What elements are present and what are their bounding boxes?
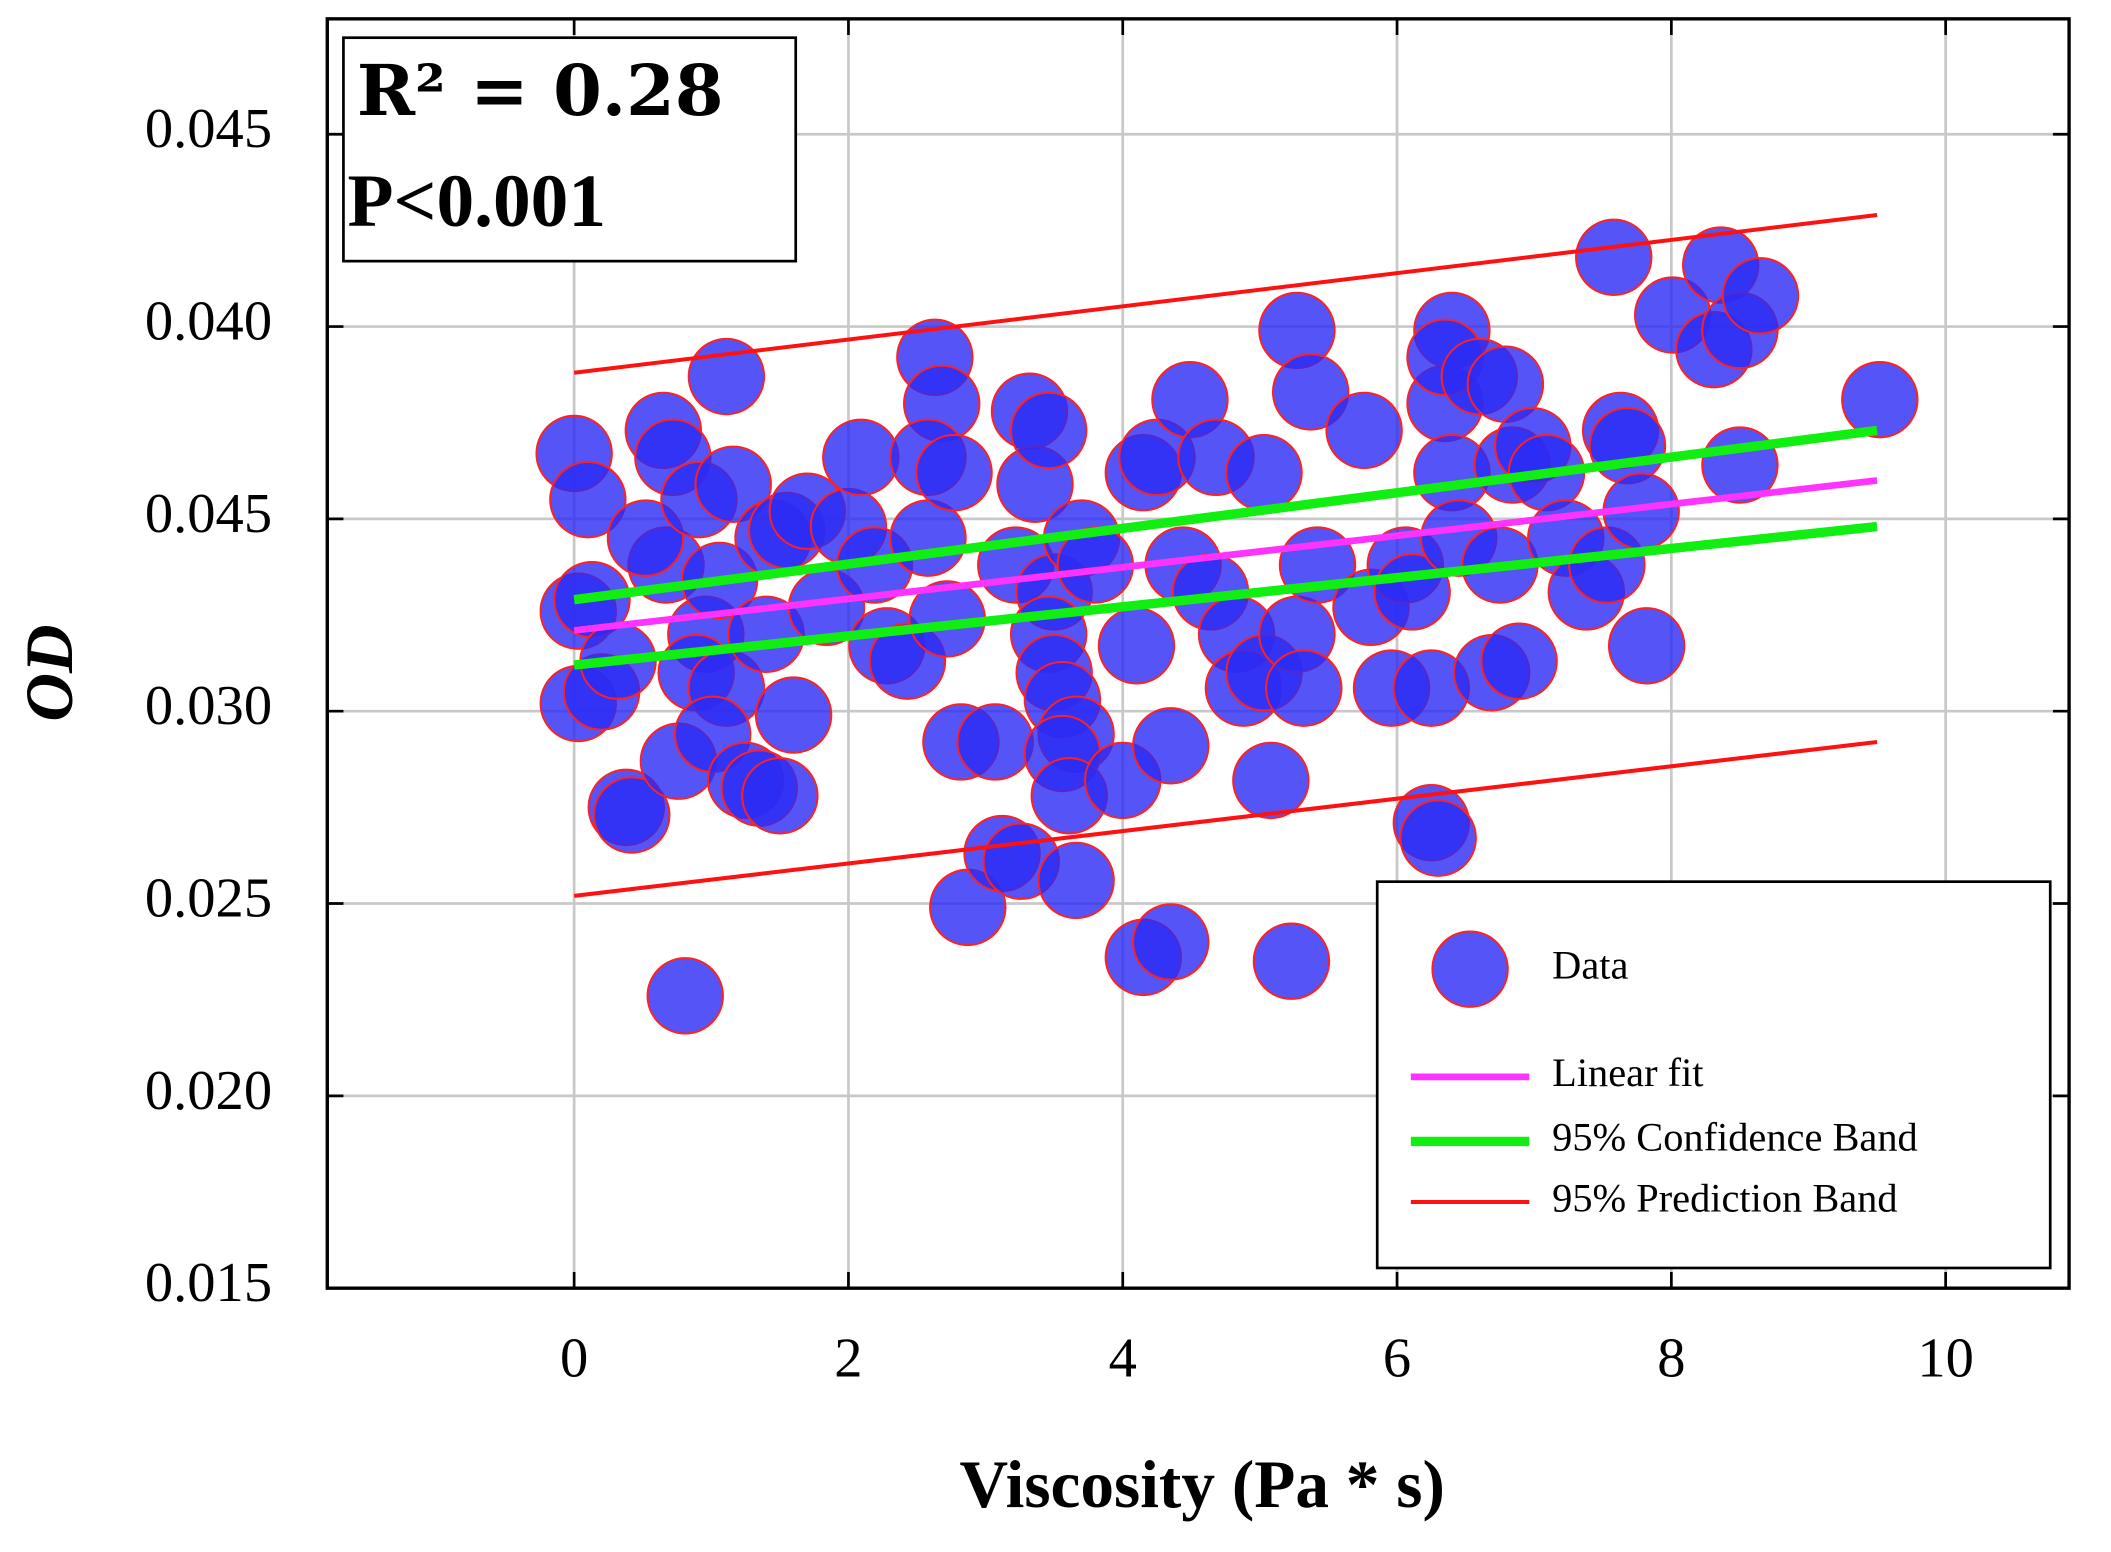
- legend-symbol: [1431, 930, 1509, 1008]
- data-point: [1225, 434, 1303, 512]
- data-point: [549, 460, 627, 539]
- data-point: [1841, 360, 1919, 439]
- data-point: [1132, 707, 1210, 785]
- r-squared: R² = 0.28: [357, 49, 724, 132]
- data-point: [1575, 218, 1653, 297]
- legend-label: Data: [1552, 942, 1628, 987]
- band-line: [573, 213, 1878, 375]
- data-point: [1252, 922, 1331, 1000]
- data-point: [1721, 257, 1800, 335]
- data-point: [1132, 903, 1210, 981]
- p-value: P<0.001: [347, 160, 606, 243]
- y-tick-label: 0.025: [145, 867, 272, 929]
- plot-frame: [325, 17, 2071, 1290]
- x-axis-label: Viscosity (Pa * s): [960, 1447, 1445, 1522]
- legend-label: 95% Prediction Band: [1552, 1175, 1897, 1220]
- legend-label: 95% Confidence Band: [1552, 1115, 1918, 1160]
- plot-marks: [535, 213, 1919, 1035]
- data-point: [1325, 391, 1403, 470]
- y-tick-label: 0.020: [145, 1060, 272, 1122]
- data-point: [1607, 607, 1686, 685]
- y-tick-label: 0.040: [145, 291, 272, 353]
- data-point: [1097, 607, 1176, 685]
- legend: Data Linear fit 95% Confidence Band 95% Pre…: [1375, 880, 2052, 1270]
- y-tick-label: 0.030: [145, 675, 272, 737]
- data-point: [593, 776, 671, 854]
- y-tick-label: 0.045: [145, 98, 272, 160]
- x-tick-label: 4: [1109, 1328, 1137, 1390]
- data-point: [822, 418, 900, 497]
- y-axis-label: OD: [12, 624, 87, 721]
- data-point: [889, 499, 967, 577]
- data-point: [1265, 649, 1343, 727]
- band-line: [573, 739, 1878, 898]
- data-point: [694, 445, 772, 523]
- x-tick-label: 6: [1383, 1328, 1411, 1390]
- data-point: [741, 757, 819, 835]
- legend-label: Linear fit: [1552, 1050, 1703, 1095]
- y-tick-label: 0.045: [145, 483, 272, 545]
- x-tick-label: 10: [1917, 1328, 1974, 1390]
- data-point: [1271, 353, 1350, 431]
- data-point: [1037, 841, 1115, 920]
- x-tick-label: 0: [560, 1328, 588, 1390]
- y-tick-label: 0.015: [145, 1252, 272, 1314]
- axes: 0 2 4 6 8 10 0.015 0.020 0.025 0.030 0.045 0.040 0.0…: [145, 18, 2070, 1390]
- band-line: [573, 521, 1878, 670]
- data-point: [1232, 741, 1310, 820]
- data-point: [956, 703, 1034, 781]
- x-tick-label: 2: [834, 1328, 862, 1390]
- data-point: [1588, 407, 1667, 485]
- data-point: [646, 957, 724, 1035]
- data-point: [915, 434, 993, 512]
- annotation-box: [342, 36, 798, 263]
- data-point: [606, 499, 685, 577]
- data-point: [1009, 391, 1088, 470]
- data-point: [754, 676, 833, 754]
- fit-line: [573, 477, 1878, 634]
- data-point: [1480, 622, 1558, 700]
- data-point: [1399, 799, 1477, 877]
- x-tick-label: 8: [1657, 1328, 1685, 1390]
- band-line: [573, 425, 1878, 605]
